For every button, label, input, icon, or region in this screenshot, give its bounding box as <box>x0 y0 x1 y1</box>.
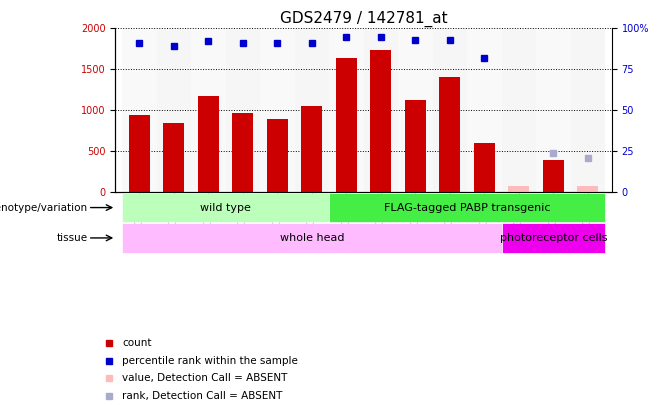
Bar <box>226 28 260 192</box>
Bar <box>501 28 536 192</box>
Bar <box>260 28 295 192</box>
Text: genotype/variation: genotype/variation <box>0 202 88 213</box>
Bar <box>509 186 529 192</box>
Bar <box>122 28 157 192</box>
Bar <box>295 28 329 192</box>
Text: wild type: wild type <box>200 202 251 213</box>
Bar <box>440 77 460 192</box>
Text: FLAG-tagged PABP transgenic: FLAG-tagged PABP transgenic <box>384 202 550 213</box>
Bar <box>467 28 501 192</box>
Bar <box>129 115 149 192</box>
Text: count: count <box>122 338 151 348</box>
Text: photoreceptor cells: photoreceptor cells <box>499 233 607 243</box>
Bar <box>370 51 391 192</box>
Text: value, Detection Call = ABSENT: value, Detection Call = ABSENT <box>122 373 288 383</box>
Bar <box>232 113 253 192</box>
Bar <box>336 58 357 192</box>
Bar <box>543 160 564 192</box>
Text: whole head: whole head <box>280 233 344 243</box>
Bar <box>474 143 495 192</box>
Bar <box>122 193 329 222</box>
Bar <box>405 100 426 192</box>
Bar <box>364 28 398 192</box>
Bar <box>301 106 322 192</box>
Text: tissue: tissue <box>57 233 88 243</box>
Bar <box>536 28 570 192</box>
Bar <box>267 119 288 192</box>
Bar <box>432 28 467 192</box>
Bar <box>198 96 218 192</box>
Bar <box>501 224 605 253</box>
Text: percentile rank within the sample: percentile rank within the sample <box>122 356 298 366</box>
Bar <box>578 186 598 192</box>
Bar <box>122 224 501 253</box>
Bar <box>570 28 605 192</box>
Bar <box>329 28 364 192</box>
Title: GDS2479 / 142781_at: GDS2479 / 142781_at <box>280 11 447 27</box>
Bar <box>163 123 184 192</box>
Bar <box>398 28 432 192</box>
Bar <box>157 28 191 192</box>
Bar <box>329 193 605 222</box>
Bar <box>191 28 226 192</box>
Text: rank, Detection Call = ABSENT: rank, Detection Call = ABSENT <box>122 391 282 401</box>
